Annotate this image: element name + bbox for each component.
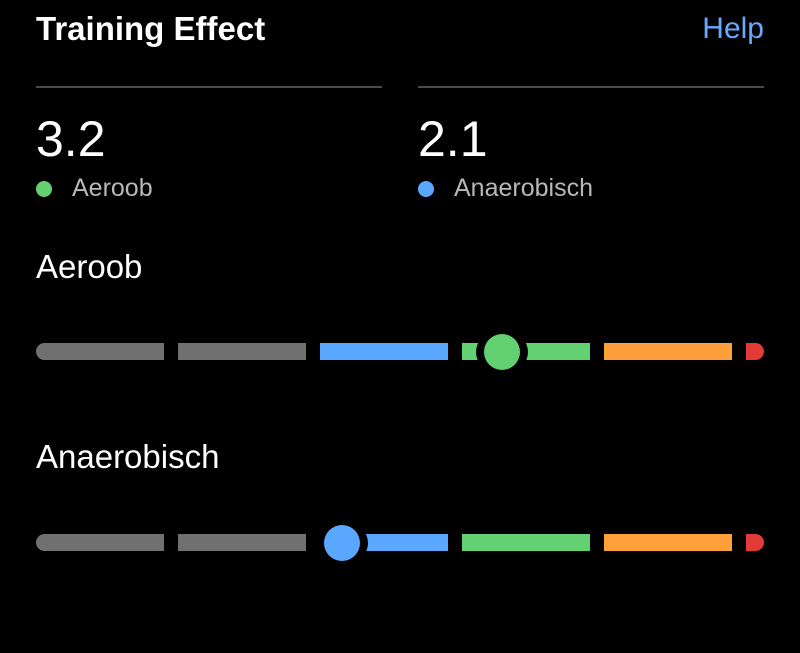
anaerobic-legend: Anaerobisch — [418, 174, 593, 203]
anaerobic-scale — [36, 523, 764, 563]
scale-segment-minor — [178, 534, 306, 551]
aerobic-legend: Aeroob — [36, 174, 153, 203]
aerobic-scale — [36, 332, 764, 372]
anaerobic-value: 2.1 — [418, 111, 488, 167]
scale-thumb — [323, 525, 360, 561]
help-link[interactable]: Help — [702, 12, 764, 45]
scale-segment-none — [36, 343, 164, 360]
scale-thumb — [483, 334, 520, 370]
anaerobic-section-title: Anaerobisch — [36, 438, 220, 475]
scale-segment-highly-improving — [604, 343, 732, 360]
scale-segment-none — [36, 534, 164, 551]
scale-segment-overreaching — [746, 343, 764, 360]
anaerobic-dot-icon — [418, 180, 434, 197]
aerobic-value: 3.2 — [36, 111, 106, 167]
aerobic-section-title: Aeroob — [36, 248, 143, 285]
scale-segment-maintaining — [320, 343, 448, 360]
divider-right — [418, 86, 764, 88]
aerobic-legend-label: Aeroob — [72, 174, 153, 202]
aerobic-dot-icon — [36, 180, 52, 197]
scale-segment-improving — [462, 534, 590, 551]
scale-segment-overreaching — [746, 534, 764, 551]
scale-segment-minor — [178, 343, 306, 360]
page-title: Training Effect — [36, 10, 266, 47]
anaerobic-legend-label: Anaerobisch — [454, 174, 593, 202]
scale-segment-highly-improving — [604, 534, 732, 551]
divider-left — [36, 86, 382, 88]
